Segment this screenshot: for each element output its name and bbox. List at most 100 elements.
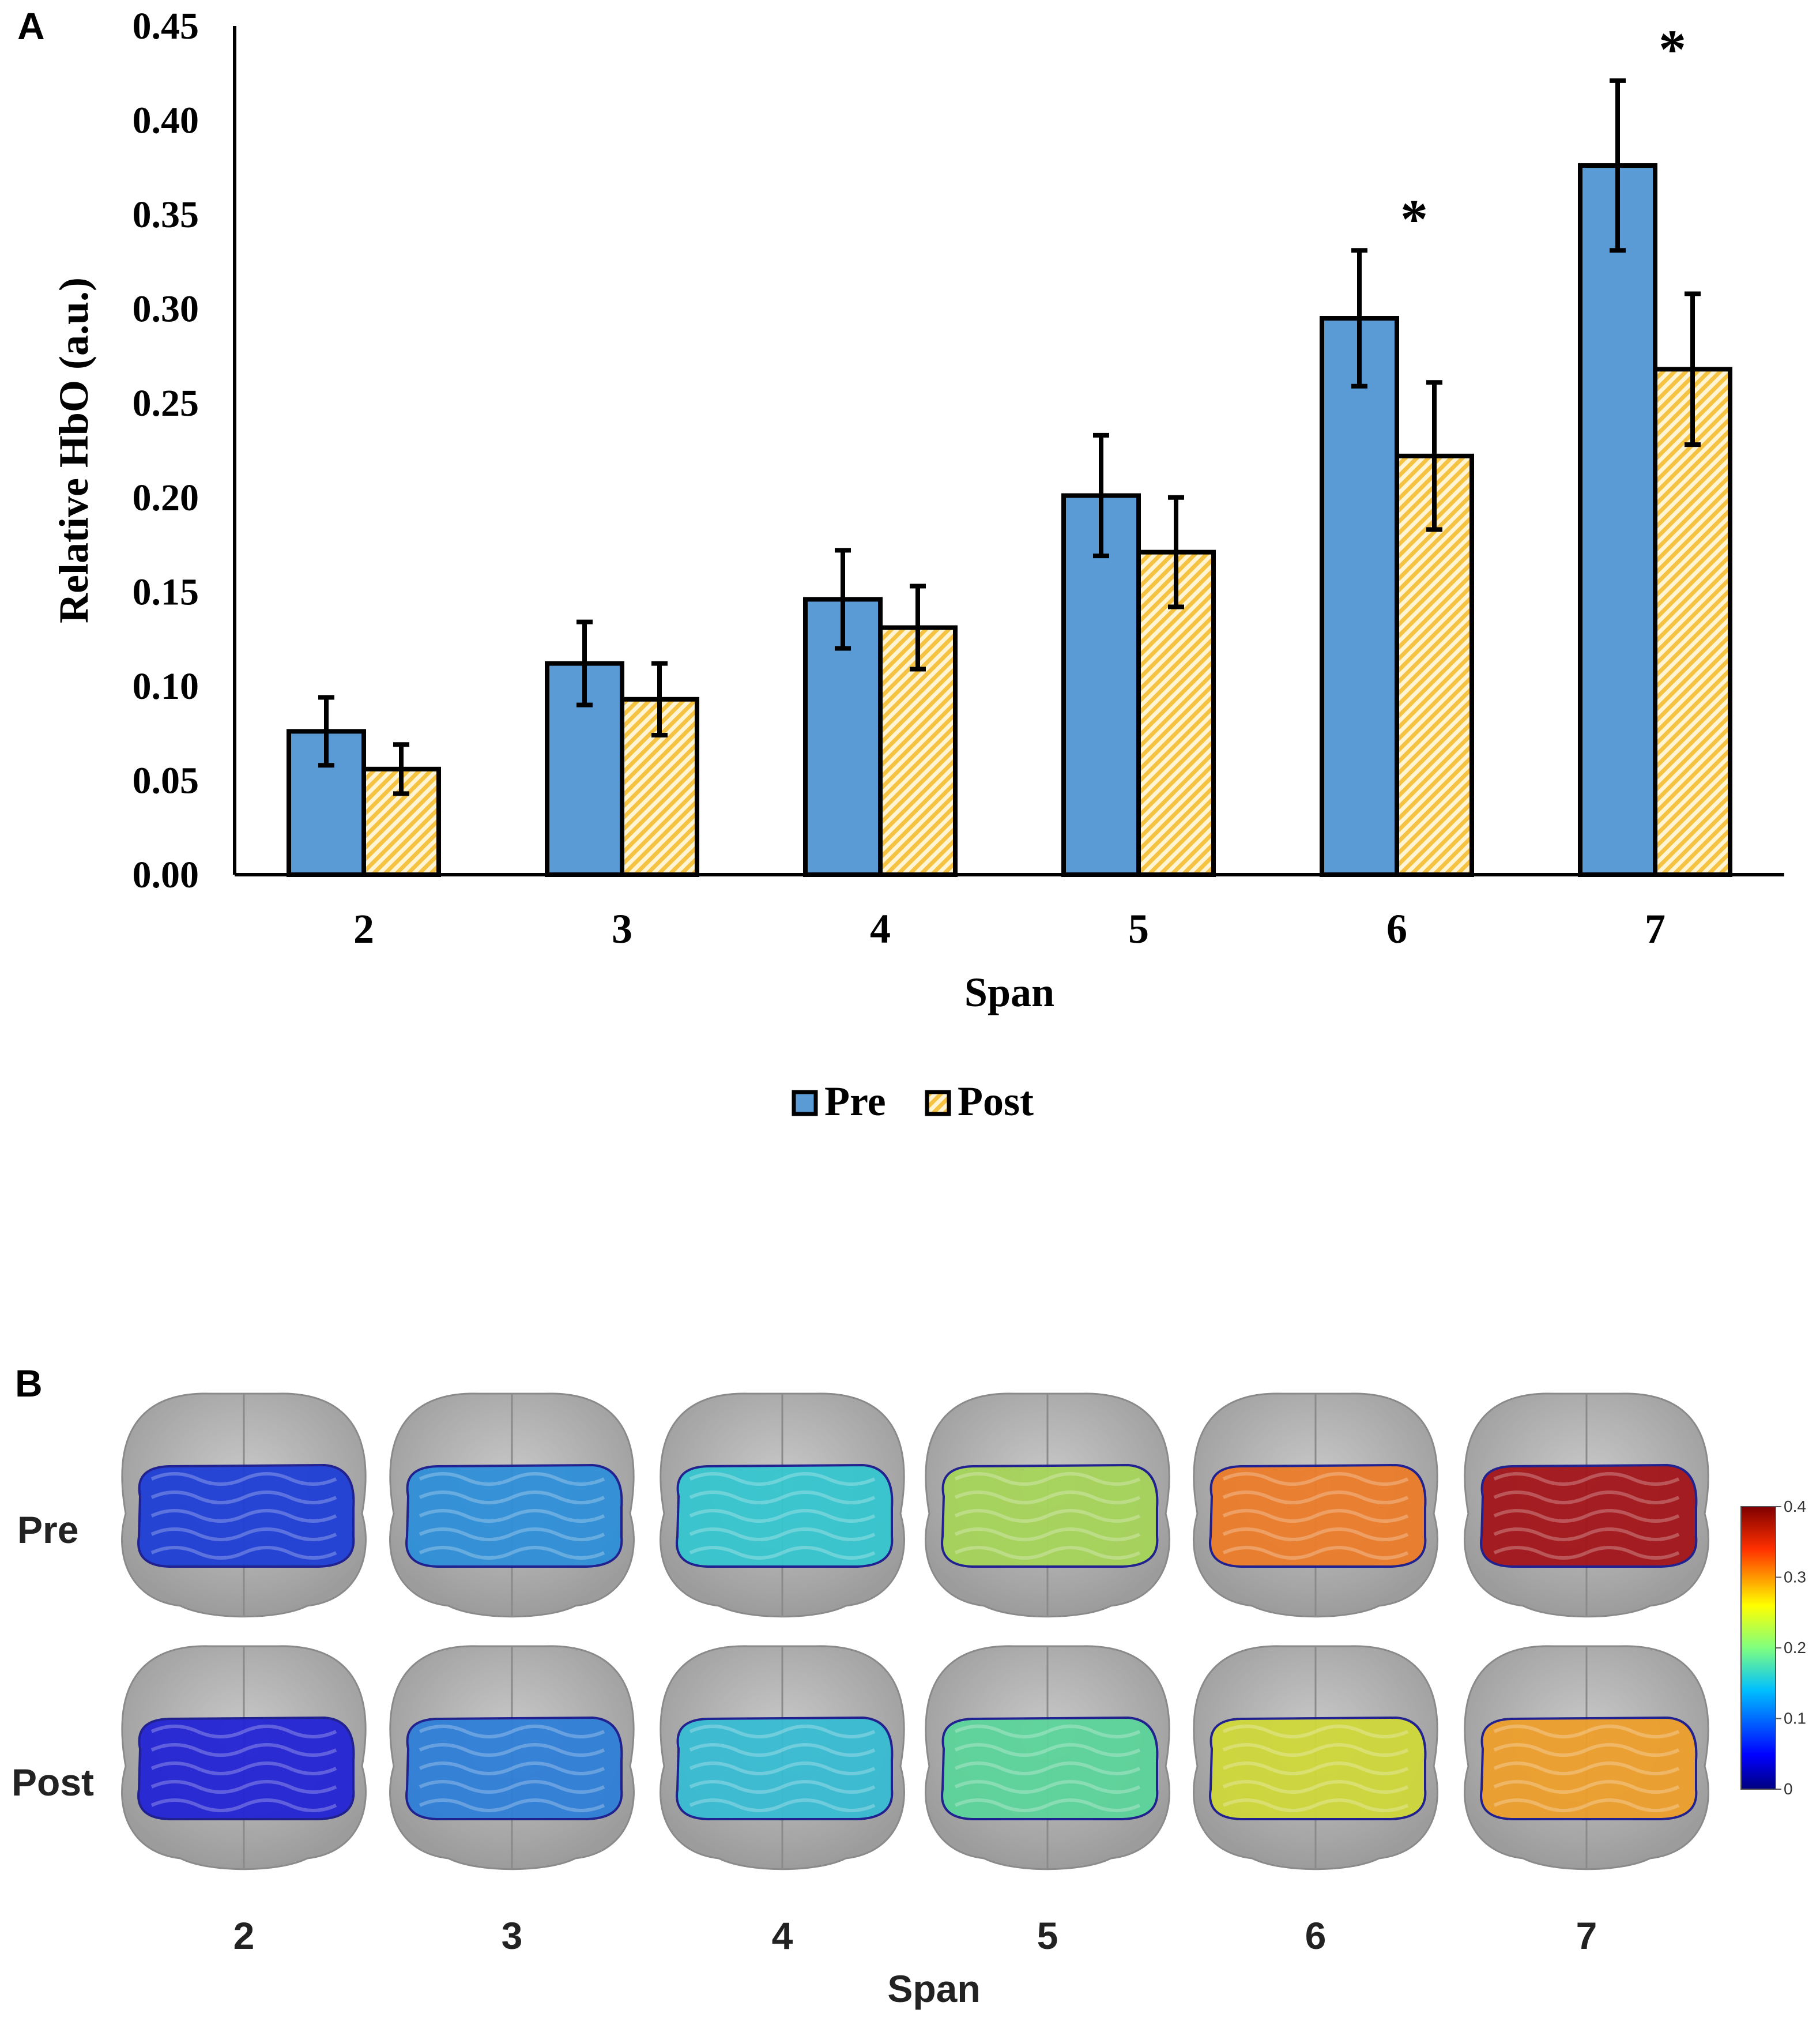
gyri-texture: [689, 1472, 876, 1486]
brain-map-post-span-3: [389, 1645, 635, 1870]
gyri-texture: [1222, 1509, 1409, 1523]
y-tick-label: 0.30: [133, 288, 199, 330]
gyri-texture: [1493, 1546, 1680, 1560]
chart-legend: Pre Post: [792, 1078, 1034, 1124]
panel-b-label: B: [15, 1362, 43, 1405]
gyri-texture: [1493, 1725, 1680, 1738]
brain-map-pre-span-6: [1193, 1392, 1438, 1618]
gyri-texture: [1493, 1743, 1680, 1757]
x-tick-label: 3: [612, 906, 632, 952]
gyri-texture: [954, 1780, 1141, 1794]
gyri-texture: [689, 1527, 876, 1541]
colorbar-tick-label: 0.3: [1784, 1568, 1806, 1586]
gyri-texture: [954, 1509, 1141, 1523]
gyri-texture: [1222, 1725, 1409, 1738]
gyri-texture: [419, 1490, 605, 1504]
gyri-texture: [954, 1761, 1141, 1775]
colorbar-tick-label: 0.1: [1784, 1710, 1806, 1727]
row-label-post: Post: [12, 1761, 94, 1804]
activation-region: [1209, 1716, 1427, 1820]
x-tick-label: 7: [1645, 906, 1665, 952]
gyri-texture: [689, 1725, 876, 1738]
y-axis-label: Relative HbO (a.u.): [51, 277, 97, 623]
y-tick-label: 0.15: [133, 571, 199, 613]
gyri-texture: [1493, 1780, 1680, 1794]
brain-maps: [121, 1392, 1709, 1870]
gyri-texture: [150, 1490, 337, 1504]
y-tick-label: 0.45: [133, 5, 199, 47]
activation-region: [1480, 1716, 1698, 1820]
gyri-texture: [419, 1798, 605, 1812]
legend-label-pre: Pre: [824, 1078, 886, 1124]
gyri-texture: [419, 1546, 605, 1560]
bar-chart: 0.00 0.05 0.10 0.15 0.20 0.25 0.30 0.35 0.40 0.45…: [51, 5, 1784, 1015]
brain-map-pre-span-4: [660, 1392, 905, 1618]
gyri-texture: [419, 1725, 605, 1738]
gyri-texture: [150, 1527, 337, 1541]
gyri-texture: [150, 1798, 337, 1812]
gyri-texture: [689, 1780, 876, 1794]
panel-a-label: A: [17, 5, 45, 47]
x-axis-label: Span: [964, 969, 1054, 1015]
x-tick-label: 5: [1128, 906, 1149, 952]
brain-map-pre-span-5: [925, 1392, 1170, 1618]
gyri-texture: [1222, 1546, 1409, 1560]
gyri-texture: [1222, 1780, 1409, 1794]
x-tick-label: 6: [1386, 906, 1407, 952]
gyri-texture: [150, 1472, 337, 1486]
gyri-texture: [1493, 1509, 1680, 1523]
gyri-texture: [1493, 1472, 1680, 1486]
gyri-texture: [954, 1472, 1141, 1486]
y-tick-label: 0.40: [133, 100, 199, 142]
y-tick-label: 0.35: [133, 194, 199, 236]
brain-map-post-span-5: [925, 1645, 1170, 1870]
gyri-texture: [1222, 1743, 1409, 1757]
gyri-texture: [689, 1546, 876, 1560]
gyri-texture: [419, 1780, 605, 1794]
gyri-texture: [419, 1472, 605, 1486]
span-column-label: 4: [772, 1914, 793, 1957]
brain-map-post-span-7: [1464, 1645, 1709, 1870]
activation-region: [941, 1716, 1159, 1820]
gyri-texture: [1222, 1527, 1409, 1541]
gyri-texture: [150, 1509, 337, 1523]
gyri-texture: [689, 1761, 876, 1775]
y-tick-label: 0.00: [133, 854, 199, 896]
gyri-texture: [419, 1509, 605, 1523]
brain-map-post-span-4: [660, 1645, 905, 1870]
gyri-texture: [689, 1743, 876, 1757]
significance-marker: *: [1659, 18, 1686, 80]
y-tick-label: 0.05: [133, 759, 199, 801]
activation-region: [1480, 1463, 1698, 1568]
gyri-texture: [1493, 1798, 1680, 1812]
gyri-texture: [1222, 1761, 1409, 1775]
gyri-texture: [419, 1761, 605, 1775]
gyri-texture: [954, 1490, 1141, 1504]
activation-region: [1209, 1463, 1427, 1568]
activation-region: [405, 1716, 623, 1820]
panel-b-x-axis-label: Span: [887, 1967, 980, 2010]
activation-region: [941, 1463, 1159, 1568]
bar-pre-span-6: [1320, 316, 1399, 877]
y-tick-label: 0.25: [133, 382, 199, 424]
gyri-texture: [1493, 1527, 1680, 1541]
gyri-texture: [1493, 1761, 1680, 1775]
colorbar-tick-label: 0.2: [1784, 1639, 1806, 1657]
colorbar: 0.4 0.3 0.2 0.1 0: [1740, 1497, 1806, 1798]
legend-label-post: Post: [958, 1078, 1034, 1124]
activation-region: [137, 1463, 355, 1568]
colorbar-tick-label: 0.4: [1784, 1497, 1806, 1515]
gyri-texture: [954, 1725, 1141, 1738]
activation-region: [137, 1716, 355, 1820]
colorbar-tick-label: 0: [1784, 1780, 1793, 1798]
activation-region: [676, 1716, 894, 1820]
span-column-label: 6: [1305, 1914, 1327, 1957]
gyri-texture: [150, 1780, 337, 1794]
span-column-label: 5: [1037, 1914, 1058, 1957]
colorbar-gradient: [1740, 1506, 1776, 1790]
gyri-texture: [954, 1546, 1141, 1560]
brain-map-pre-span-2: [121, 1392, 367, 1618]
gyri-texture: [150, 1546, 337, 1560]
